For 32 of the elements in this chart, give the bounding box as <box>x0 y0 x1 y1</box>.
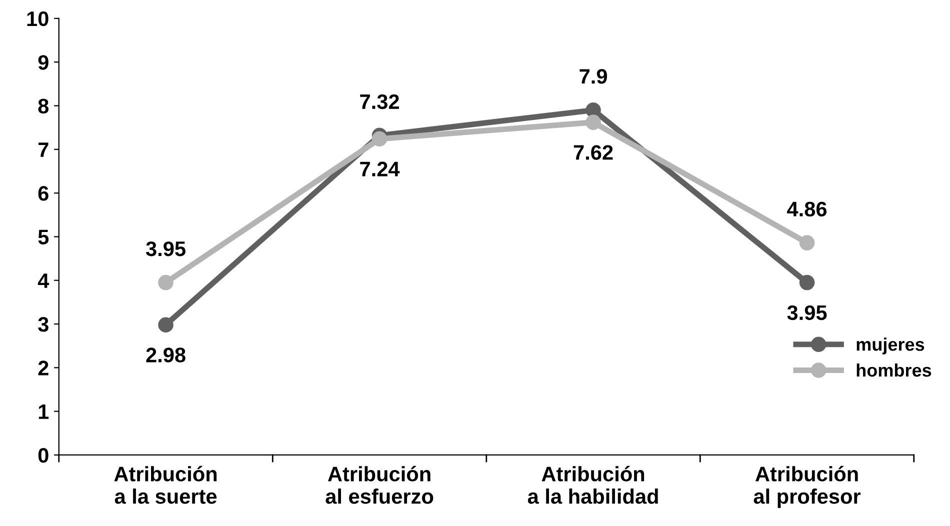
point <box>586 102 601 118</box>
data-label: 3.95 <box>787 305 827 320</box>
data-label: 7.32 <box>360 94 399 110</box>
y-tick-label: 0 <box>38 448 48 463</box>
legend-label: hombres <box>856 363 932 377</box>
y-tick-label: 8 <box>38 98 49 114</box>
data-label: 2.98 <box>146 348 186 362</box>
data-label: 4.86 <box>787 202 827 216</box>
legend-label: mujeres <box>856 338 924 354</box>
x-tick-label: Atribución a la suerte <box>114 466 217 504</box>
data-label: 7.24 <box>360 162 400 176</box>
y-tick-label: 10 <box>27 11 48 26</box>
y-tick-label: 5 <box>38 230 49 244</box>
data-label: 7.62 <box>574 145 613 160</box>
point <box>586 114 601 130</box>
x-tick-label: Atribución a la habilidad <box>528 466 658 504</box>
y-tick-label: 4 <box>38 274 50 288</box>
y-tick-label: 3 <box>38 317 48 332</box>
y-tick-label: 6 <box>38 186 48 201</box>
x-tick-label: Atribución al esfuerzo <box>326 466 434 504</box>
y-tick-label: 7 <box>38 142 48 157</box>
point <box>158 317 174 333</box>
y-tick-label: 1 <box>38 404 49 419</box>
point <box>799 235 815 250</box>
point <box>372 131 388 147</box>
x-tick-label: Atribución al profesor <box>754 466 861 508</box>
y-tick-label: 2 <box>38 360 48 376</box>
y-tick-label: 9 <box>38 55 48 70</box>
data-label: 7.9 <box>580 69 607 84</box>
point <box>158 274 174 290</box>
point <box>799 274 815 290</box>
data-label: 3.95 <box>146 241 186 256</box>
